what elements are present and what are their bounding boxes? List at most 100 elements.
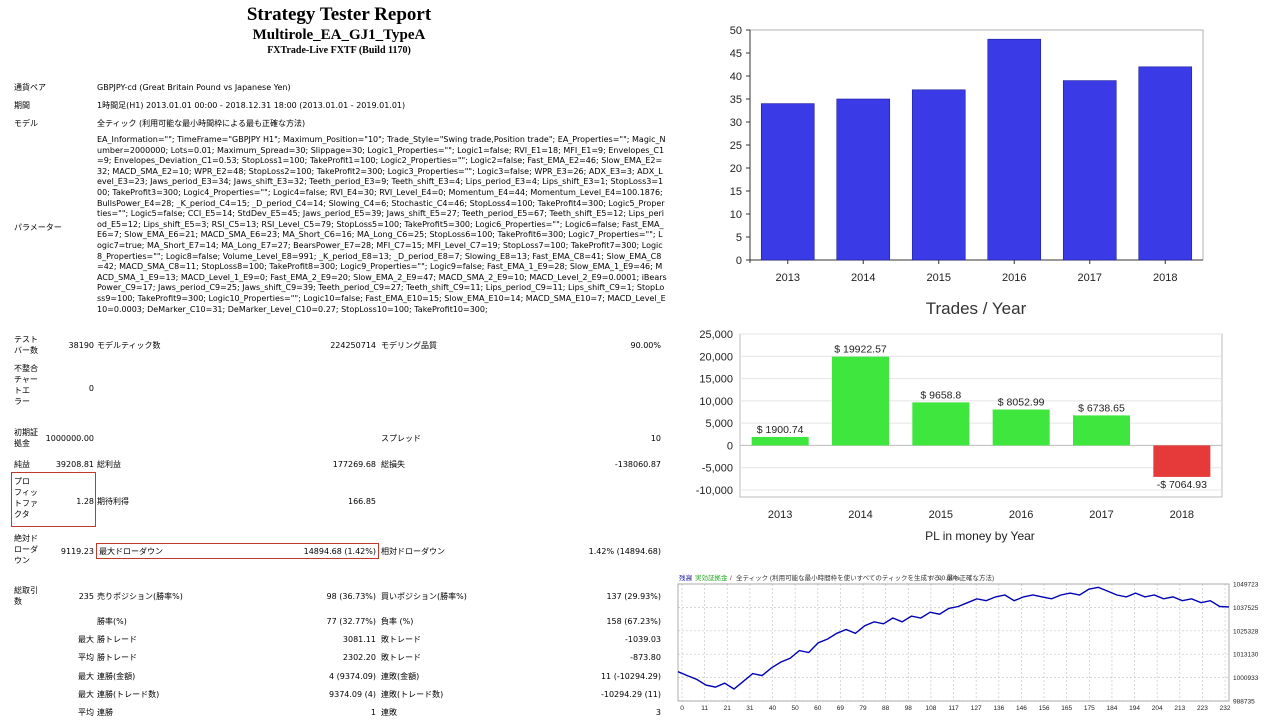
pl-y-tick-label: 0	[727, 440, 733, 452]
net-profit-label: 純益	[14, 460, 30, 469]
ea-name: Multirole_EA_GJ1_TypeA	[252, 27, 426, 43]
balance-x-tick-label: 117	[948, 705, 959, 712]
win-rate-value: 77 (32.77%)	[326, 617, 376, 626]
mismatch-label: 不整合 チャー トエ ラー	[14, 364, 38, 406]
legend-separator-2: /	[730, 575, 732, 582]
avg-cons-wins-label: 連勝	[97, 708, 113, 717]
bars-value: 38190	[68, 341, 94, 350]
trades-bar-2014	[836, 98, 891, 261]
balance-x-tick-label: 156	[1039, 705, 1050, 712]
trades-bar-2013	[760, 103, 815, 261]
pl-x-tick-label: 2013	[768, 509, 792, 521]
average-loss-label: 敗トレード	[381, 653, 421, 662]
legend-separator-3: /	[932, 575, 934, 582]
trades-x-tick-label: 2017	[1078, 272, 1102, 284]
gross-loss-value: -138060.87	[614, 460, 661, 469]
balance-x-tick-label: 0	[680, 705, 684, 712]
pl-data-label: $ 1900.74	[757, 424, 804, 436]
trades-y-tick-label: 25	[730, 140, 742, 152]
trades-bar-2017	[1062, 80, 1117, 261]
balance-series-line	[677, 586, 1230, 690]
largest-win-value: 3081.11	[342, 635, 376, 644]
pl-y-tick-label: -10,000	[696, 485, 733, 497]
pl-data-label: $ 6738.65	[1078, 402, 1125, 414]
pl-y-tick-label: 25,000	[699, 329, 733, 341]
balance-x-tick-label: 31	[746, 705, 754, 712]
trades-x-tick-label: 2018	[1153, 272, 1177, 284]
balance-x-tick-label: 98	[905, 705, 913, 712]
trades-y-tick-label: 10	[730, 209, 742, 221]
trades-x-tick-label: 2014	[851, 272, 875, 284]
trades-y-tick-label: 20	[730, 163, 742, 175]
pl-year-chart: 25,000 20,000 15,000 10,000 5,000 0 -5,000 -10,…	[696, 329, 1223, 543]
gross-loss-label: 総損失	[381, 460, 405, 469]
balance-legend: 残高	[679, 573, 693, 582]
equity-legend: 実効証拠金	[695, 573, 728, 582]
avg-cons-wins-value: 1	[370, 708, 376, 717]
pl-x-tick-label: 2018	[1170, 509, 1194, 521]
balance-y-tick-label: 1049723	[1233, 582, 1259, 589]
trades-x-tick-label: 2013	[776, 272, 800, 284]
balance-x-tick-label: 136	[993, 705, 1004, 712]
win-rate-label: 勝率(%)	[97, 617, 127, 626]
params-label: パラメーター	[14, 223, 62, 232]
deposit-label: 初期証 拠金	[14, 428, 38, 448]
deposit-value: 1000000.00	[45, 434, 94, 443]
model-label: モデル	[14, 119, 38, 128]
short-positions-label: 売りポジション(勝率%)	[97, 592, 183, 601]
model-legend: 全ティック (利用可能な最小時間枠を使いすべてのティックを生成する、最も正確な方…	[736, 573, 994, 582]
trades-y-tick-label: 50	[730, 25, 742, 37]
cons-wins-trades-value: 9374.09 (4)	[329, 690, 376, 699]
abs-drawdown-value: 9119.23	[60, 547, 94, 556]
balance-x-tick-label: 194	[1129, 705, 1140, 712]
average-win-label: 勝トレード	[97, 653, 137, 662]
trades-y-tick-label: 5	[736, 232, 742, 244]
pl-x-tick-label: 2015	[929, 509, 953, 521]
pl-y-tick-label: 20,000	[699, 351, 733, 363]
trades-y-tick-label: 0	[736, 255, 742, 267]
trades-y-tick-label: 35	[730, 94, 742, 106]
pl-bar-2017	[1073, 415, 1130, 446]
trades-bar-2016	[987, 38, 1042, 261]
balance-x-tick-label: 165	[1061, 705, 1072, 712]
balance-x-tick-label: 69	[837, 705, 845, 712]
trades-y-tick-label: 15	[730, 186, 742, 198]
avg-cons-losses-value: 3	[655, 708, 661, 717]
ticks-value: 224250714	[330, 341, 376, 350]
quality-label: モデリング品質	[381, 341, 437, 350]
balance-y-tick-label: 1025328	[1233, 628, 1259, 635]
pl-bar-2013	[751, 436, 809, 446]
balance-y-tick-label: 1013130	[1233, 652, 1259, 659]
params-text: EA_Information=""; TimeFrame="GBPJPY H1"…	[97, 135, 667, 314]
balance-y-tick-label: 988735	[1233, 699, 1255, 706]
cons-losses-trades-value: -10294.29 (11)	[600, 690, 661, 699]
period-value: 1時間足(H1) 2013.01.01 00:00 - 2018.12.31 1…	[97, 101, 406, 110]
balance-x-tick-label: 108	[925, 705, 936, 712]
average-win-value: 2302.20	[342, 653, 376, 662]
cons-wins-money-label: 連勝(金額)	[97, 672, 136, 681]
profit-factor-box	[11, 472, 96, 527]
quality-value: 90.00%	[630, 341, 661, 350]
symbol-label: 通貨ペア	[14, 83, 46, 92]
balance-x-tick-label: 60	[814, 705, 822, 712]
cons-losses-trades-label: 連敗(トレード数)	[381, 690, 444, 699]
report-title: Strategy Tester Report	[246, 4, 432, 25]
pl-x-tick-label: 2017	[1089, 509, 1113, 521]
symbol-value: GBPJPY-cd (Great Britain Pound vs Japane…	[97, 83, 291, 92]
long-positions-label: 買いポジション(勝率%)	[381, 592, 467, 601]
quality-legend: 90.00%	[938, 575, 960, 582]
pl-data-label: $ 19922.57	[834, 344, 887, 356]
loss-rate-value: 158 (67.23%)	[606, 617, 661, 626]
gross-profit-value: 177269.68	[332, 460, 376, 469]
balance-x-tick-label: 11	[701, 705, 708, 712]
cons-wins-money-value: 4 (9374.09)	[329, 672, 376, 681]
total-trades-value: 235	[78, 592, 94, 601]
model-value: 全ティック (利用可能な最小時間枠による最も正確な方法)	[97, 119, 306, 128]
pl-bar-2015	[912, 402, 970, 446]
balance-x-tick-label: 88	[882, 705, 890, 712]
bars-label: テスト バー数	[14, 335, 38, 355]
pl-bar-2018	[1153, 445, 1211, 477]
pl-y-tick-label: 5,000	[705, 418, 733, 430]
cons-losses-money-label: 連敗(金額)	[381, 672, 420, 681]
pl-x-tick-label: 2014	[848, 509, 872, 521]
